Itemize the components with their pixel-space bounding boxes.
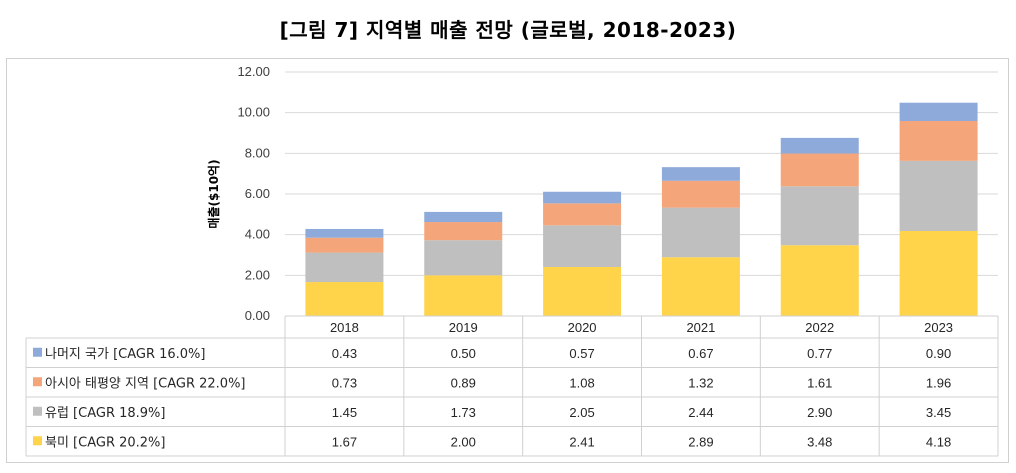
data-label: 2.05 — [569, 405, 594, 420]
chart-frame — [6, 58, 1009, 463]
legend-swatch — [33, 436, 42, 446]
data-label: 1.32 — [688, 375, 713, 390]
bar-segment — [661, 207, 740, 258]
bar-segment — [780, 137, 859, 154]
data-label: 1.67 — [332, 434, 357, 449]
data-label: 2.89 — [688, 434, 713, 449]
x-tick-label: 2021 — [686, 320, 715, 335]
data-label: 0.90 — [926, 346, 951, 361]
data-label: 2.41 — [569, 434, 594, 449]
legend-label: 나머지 국가 [CAGR 16.0%] — [45, 347, 206, 362]
data-label: 0.43 — [332, 346, 357, 361]
x-tick-label: 2018 — [330, 320, 359, 335]
data-label: 2.90 — [807, 405, 832, 420]
y-tick-label: 10.00 — [237, 105, 270, 120]
bar-segment — [424, 211, 503, 223]
data-label: 1.61 — [807, 375, 832, 390]
bar-segment — [543, 225, 622, 267]
bar-segment — [899, 121, 978, 161]
legend-label: 유럽 [CAGR 18.9%] — [45, 406, 165, 421]
data-label: 1.45 — [332, 405, 357, 420]
bar-segment — [305, 282, 384, 316]
bar-segment — [661, 257, 740, 316]
bar-segment — [543, 191, 622, 204]
data-label: 1.73 — [451, 405, 476, 420]
bar-segment — [899, 231, 978, 316]
x-tick-label: 2019 — [449, 320, 478, 335]
data-label: 0.89 — [451, 375, 476, 390]
bar-segment — [305, 237, 384, 253]
bar-segment — [780, 153, 859, 187]
y-tick-label: 4.00 — [245, 227, 270, 242]
data-label: 1.08 — [569, 375, 594, 390]
legend-label: 아시아 태평양 지역 [CAGR 22.0%] — [45, 376, 246, 391]
data-label: 3.45 — [926, 405, 951, 420]
data-label: 0.50 — [451, 346, 476, 361]
legend-swatch — [33, 406, 42, 416]
bar-segment — [424, 275, 503, 316]
data-label: 3.48 — [807, 434, 832, 449]
bar-segment — [305, 228, 384, 238]
data-label: 4.18 — [926, 434, 951, 449]
y-axis-label: 매출($10억) — [206, 159, 221, 228]
y-tick-label: 0.00 — [245, 308, 270, 323]
bar-segment — [661, 180, 740, 208]
legend-label: 북미 [CAGR 20.2%] — [45, 435, 165, 450]
data-label: 0.77 — [807, 346, 832, 361]
x-tick-label: 2020 — [568, 320, 597, 335]
bar-segment — [899, 160, 978, 232]
bar-segment — [899, 102, 978, 122]
legend-swatch — [33, 347, 42, 357]
y-tick-label: 12.00 — [237, 64, 270, 79]
bar-segment — [780, 245, 859, 316]
legend-swatch — [33, 377, 42, 387]
bar-segment — [661, 167, 740, 181]
bar-segment — [543, 266, 622, 316]
data-label: 0.57 — [569, 346, 594, 361]
data-label: 0.73 — [332, 375, 357, 390]
data-label: 1.96 — [926, 375, 951, 390]
data-label: 2.44 — [688, 405, 713, 420]
y-tick-label: 2.00 — [245, 267, 270, 282]
bar-segment — [543, 203, 622, 226]
bar-segment — [424, 222, 503, 241]
chart-title: [그림 7] 지역별 매출 전망 (글로벌, 2018-2023) — [279, 18, 737, 42]
y-tick-label: 8.00 — [245, 145, 270, 160]
bar-segment — [780, 186, 859, 246]
bar-segment — [424, 240, 503, 276]
x-tick-label: 2022 — [805, 320, 834, 335]
x-tick-label: 2023 — [924, 320, 953, 335]
y-tick-label: 6.00 — [245, 186, 270, 201]
data-label: 0.67 — [688, 346, 713, 361]
bar-segment — [305, 252, 384, 283]
data-label: 2.00 — [451, 434, 476, 449]
